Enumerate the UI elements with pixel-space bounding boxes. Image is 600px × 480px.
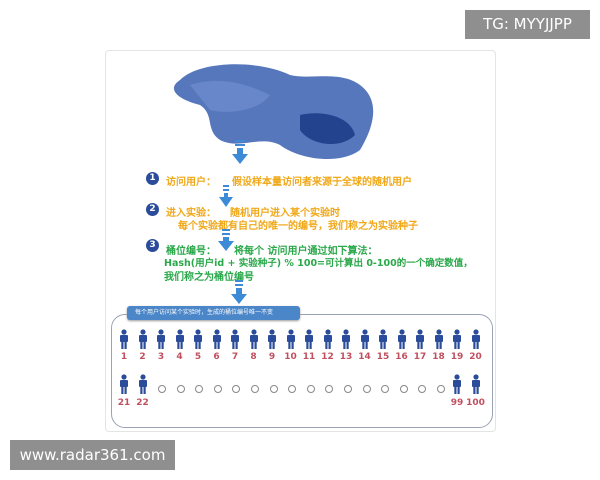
buckets-box — [111, 314, 493, 428]
bucket-number: 21 — [117, 398, 131, 408]
person-icon — [415, 329, 425, 349]
ellipsis-dot — [306, 385, 315, 393]
step-number: 3 — [146, 239, 159, 252]
bucket-number: 16 — [395, 352, 408, 362]
step-text: 假设样本量访问者来源于全球的随机用户 — [232, 177, 412, 188]
ellipsis-dot — [399, 385, 408, 393]
ellipsis-dot — [176, 385, 185, 393]
down-arrow-icon — [232, 140, 248, 164]
bucket-number: 13 — [339, 352, 353, 362]
ellipsis-dot — [195, 385, 204, 393]
ellipsis-dot — [381, 385, 390, 393]
person-icon — [267, 329, 277, 349]
bucket-number: 12 — [321, 352, 334, 362]
watermark-bottom: www.radar361.com — [10, 440, 175, 470]
bucket-number: 7 — [231, 352, 239, 362]
step-text: 我们称之为桶位编号 — [164, 272, 254, 283]
person-icon — [378, 329, 388, 349]
person-icon — [434, 329, 444, 349]
person-icon — [341, 329, 351, 349]
person-icon — [212, 329, 222, 349]
person-icon — [230, 329, 240, 349]
person-icon — [138, 329, 148, 349]
bucket-number: 17 — [413, 352, 427, 362]
step-number: 2 — [146, 203, 159, 216]
ellipsis-dot — [158, 385, 166, 393]
ellipsis-dot — [418, 385, 427, 393]
bucket-number: 19 — [450, 352, 464, 362]
step-text: 每个实验都有自己的唯一的编号，我们称之为实验种子 — [178, 221, 418, 232]
ellipsis-dot — [213, 385, 222, 393]
bucket-number: 14 — [358, 352, 371, 362]
bucket-number: 6 — [213, 352, 220, 362]
bucket-number: 5 — [194, 352, 202, 362]
person-icon — [119, 329, 129, 349]
step-number: 1 — [146, 172, 159, 185]
step-text: Hash(用户id + 实验种子) % 100=可计算出 0-100的一个确定数… — [164, 258, 473, 269]
bucket-number: 20 — [469, 352, 482, 362]
step-title: 桶位编号： — [166, 246, 216, 257]
down-arrow-icon — [218, 229, 234, 251]
ellipsis-dot — [325, 385, 334, 393]
person-icon — [304, 329, 314, 349]
person-icon — [471, 329, 481, 349]
person-icon — [286, 329, 296, 349]
ellipsis-dot — [362, 385, 371, 393]
bucket-number: 8 — [250, 352, 257, 362]
world-users-map — [173, 64, 374, 160]
person-icon — [452, 374, 462, 394]
person-icon — [175, 329, 185, 349]
ellipsis-dot — [251, 385, 259, 393]
ellipsis-dot — [437, 385, 445, 393]
person-icon — [452, 329, 462, 349]
ellipsis-dot — [288, 385, 297, 393]
down-arrow-icon — [219, 185, 233, 207]
person-icon — [119, 374, 129, 394]
person-icon — [323, 329, 333, 349]
bucket-number: 22 — [136, 398, 149, 408]
watermark-top: TG: MYYJJPP — [465, 10, 590, 39]
bucket-number: 99 — [450, 398, 464, 408]
bucket-number: 11 — [302, 352, 316, 362]
person-icon — [249, 329, 259, 349]
step-title: 进入实验： — [166, 208, 216, 219]
bucket-number: 18 — [432, 352, 445, 362]
down-arrow-icon — [231, 280, 247, 304]
person-icon — [397, 329, 407, 349]
bucket-number: 9 — [268, 352, 276, 362]
bucket-number: 1 — [120, 352, 128, 362]
ellipsis-dot — [344, 385, 352, 393]
bucket-number: 3 — [157, 352, 165, 362]
step-text: 将每个 访问用户通过如下算法： — [234, 246, 378, 257]
person-icon — [138, 374, 148, 394]
ellipsis-dot — [269, 385, 278, 393]
bucket-number: 4 — [176, 352, 183, 362]
bucket-number: 2 — [139, 352, 146, 362]
step-title: 访问用户： — [166, 177, 216, 188]
ellipsis-dot — [232, 385, 241, 393]
person-icon — [360, 329, 370, 349]
bucket-number: 10 — [284, 352, 297, 362]
person-icon — [156, 329, 166, 349]
bucket-number: 15 — [376, 352, 390, 362]
person-icon — [193, 329, 203, 349]
banner: 每个用户访问某个实验时，生成的桶位编号唯一不变 — [127, 306, 300, 320]
step-text: 随机用户进入某个实验时 — [230, 208, 340, 219]
bucket-number: 100 — [466, 398, 485, 408]
person-icon — [471, 374, 481, 394]
